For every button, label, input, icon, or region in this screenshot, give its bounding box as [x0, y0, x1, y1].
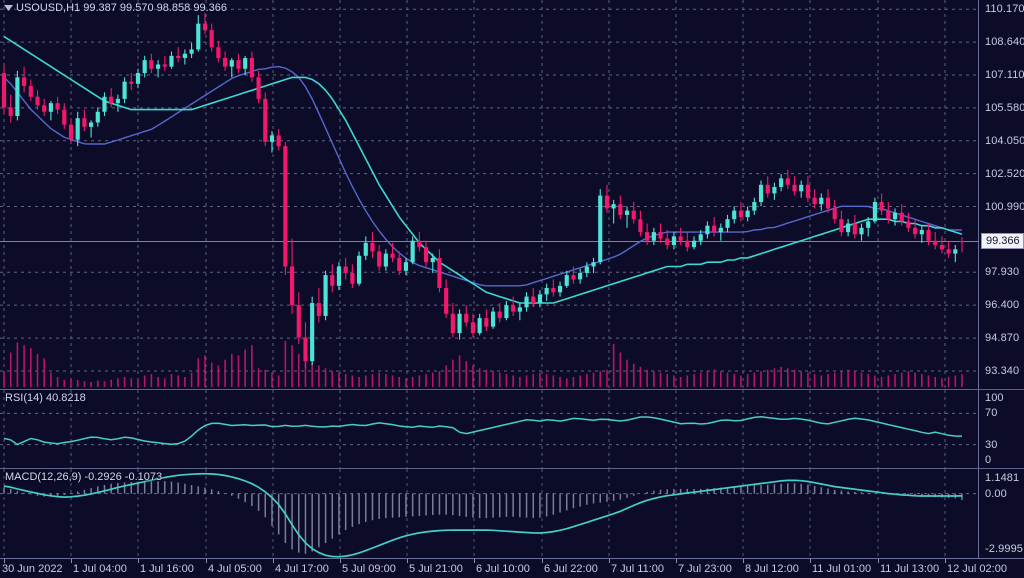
- time-axis-label: 11 Jul 01:00: [812, 563, 872, 575]
- price-axis-label: 107.110: [985, 69, 1024, 81]
- time-axis-tick: [609, 559, 610, 563]
- time-axis-tick: [340, 559, 341, 563]
- price-axis-label: 100.990: [985, 200, 1024, 213]
- rsi-axis-label: 70: [985, 407, 998, 420]
- time-axis-label: 12 Jul 02:00: [947, 563, 1007, 575]
- time-axis-label: 5 Jul 09:00: [342, 563, 396, 575]
- time-axis-tick: [138, 559, 139, 563]
- time-axis-tick: [810, 559, 811, 563]
- time-axis-label: 5 Jul 21:00: [409, 563, 463, 575]
- rsi-axis-label: 100: [985, 392, 1004, 404]
- price-panel[interactable]: [0, 0, 1024, 389]
- panel-separator-1: [0, 389, 1024, 390]
- price-axis-label: 104.050: [985, 134, 1024, 147]
- macd-panel[interactable]: [0, 469, 1024, 558]
- price-axis-label: 110.170: [985, 3, 1024, 16]
- price-axis-label: 105.580: [985, 101, 1024, 114]
- time-axis[interactable]: 30 Jun 2022 1 Jul 04:00 1 Jul 16:00 4 Jul 0…: [0, 558, 1024, 578]
- rsi-axis-label: 0: [985, 454, 992, 466]
- time-axis-label: 8 Jul 12:00: [745, 563, 799, 575]
- time-axis-label: 11 Jul 13:00: [880, 563, 940, 575]
- macd-plot-area[interactable]: [0, 469, 978, 558]
- price-plot-area[interactable]: [0, 0, 978, 389]
- time-axis-label: 4 Jul 17:00: [275, 563, 329, 575]
- time-axis-label: 30 Jun 2022: [2, 563, 63, 575]
- time-axis-label: 1 Jul 04:00: [73, 563, 127, 575]
- time-axis-tick: [474, 559, 475, 563]
- macd-label: MACD(12,26,9) -0.2926 -0.1073: [5, 471, 163, 483]
- rsi-panel[interactable]: [0, 390, 1024, 468]
- time-axis-tick: [945, 559, 946, 563]
- price-axis-label: 102.520: [985, 167, 1024, 180]
- price-axis-label: 96.400: [985, 299, 1020, 312]
- time-axis-label: 4 Jul 05:00: [208, 563, 262, 575]
- macd-axis-label: 1.1481: [985, 472, 1020, 484]
- triangle-down-icon[interactable]: [4, 4, 13, 12]
- rsi-axis[interactable]: 100 70 30 0: [978, 390, 1024, 468]
- macd-axis[interactable]: 1.1481 0.00 -2.9995: [978, 469, 1024, 558]
- time-axis-tick: [407, 559, 408, 563]
- time-axis-tick: [273, 559, 274, 563]
- time-axis-tick: [206, 559, 207, 563]
- price-axis-label: 97.930: [985, 266, 1020, 279]
- time-axis-label: 1 Jul 16:00: [140, 563, 194, 575]
- time-axis-tick: [878, 559, 879, 563]
- panel-separator-2: [0, 468, 1024, 469]
- current-price-tag: 99.366: [981, 233, 1024, 250]
- time-axis-tick: [542, 559, 543, 563]
- time-axis-tick: [676, 559, 677, 563]
- rsi-axis-label: 30: [985, 438, 998, 451]
- price-axis-label: 94.870: [985, 332, 1020, 345]
- time-axis-label: 6 Jul 22:00: [544, 563, 598, 575]
- time-axis-label: 7 Jul 23:00: [678, 563, 732, 575]
- symbol-header: USOUSD,H1 99.387 99.570 98.858 99.366: [4, 2, 227, 14]
- time-axis-label: 7 Jul 11:00: [611, 563, 665, 575]
- rsi-label: RSI(14) 40.8218: [5, 392, 86, 404]
- time-axis-tick: [4, 559, 5, 563]
- price-axis-label: 93.340: [985, 364, 1020, 377]
- symbol-ohlc-label: USOUSD,H1 99.387 99.570 98.858 99.366: [16, 2, 227, 15]
- rsi-plot-area[interactable]: [0, 390, 978, 468]
- time-axis-tick: [71, 559, 72, 563]
- price-axis-label: 108.640: [985, 36, 1024, 49]
- macd-axis-label: 0.00: [985, 487, 1007, 500]
- time-axis-tick: [743, 559, 744, 563]
- macd-axis-label: -2.9995: [985, 543, 1024, 555]
- time-axis-label: 6 Jul 10:00: [476, 563, 530, 575]
- price-axis[interactable]: 110.170 108.640 107.110 105.580 104.050 102.5…: [978, 0, 1024, 389]
